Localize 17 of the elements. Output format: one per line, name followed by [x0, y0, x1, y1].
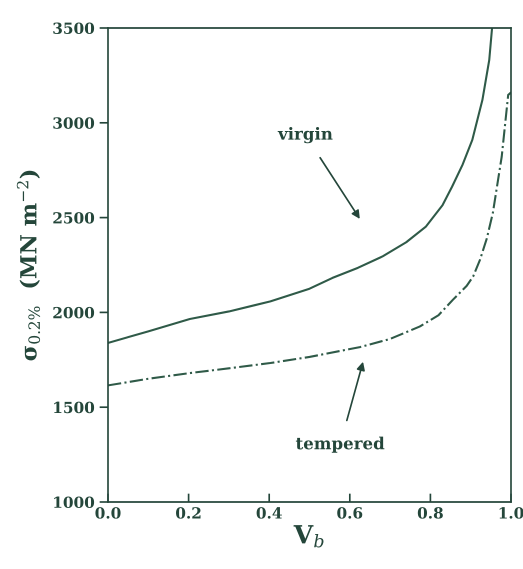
y-tick-label: 3500 [53, 22, 94, 34]
x-tick-label: 0.2 [176, 507, 201, 519]
y-tick-label: 2000 [53, 306, 94, 318]
text: σ$_{0.2%}$ (MN m$^{−2}$) [16, 170, 40, 360]
x-tick-label: 0.0 [95, 507, 121, 519]
x-tick-label: 0.6 [337, 507, 362, 519]
annotation: tempered [296, 436, 384, 453]
y-tick-label: 1000 [54, 496, 94, 508]
x-tick-label: 0.8 [418, 507, 443, 519]
x-axis-title: V$_{b}$ [294, 525, 324, 548]
x-tick-label: 0.4 [256, 507, 282, 519]
line-series [108, 28, 494, 344]
annotation: virgin [278, 126, 333, 144]
y-tick-label: 3000 [53, 117, 94, 129]
y-tick-label: 2500 [53, 212, 94, 224]
line-series [108, 91, 511, 386]
y-tick-label: 1500 [54, 402, 94, 414]
